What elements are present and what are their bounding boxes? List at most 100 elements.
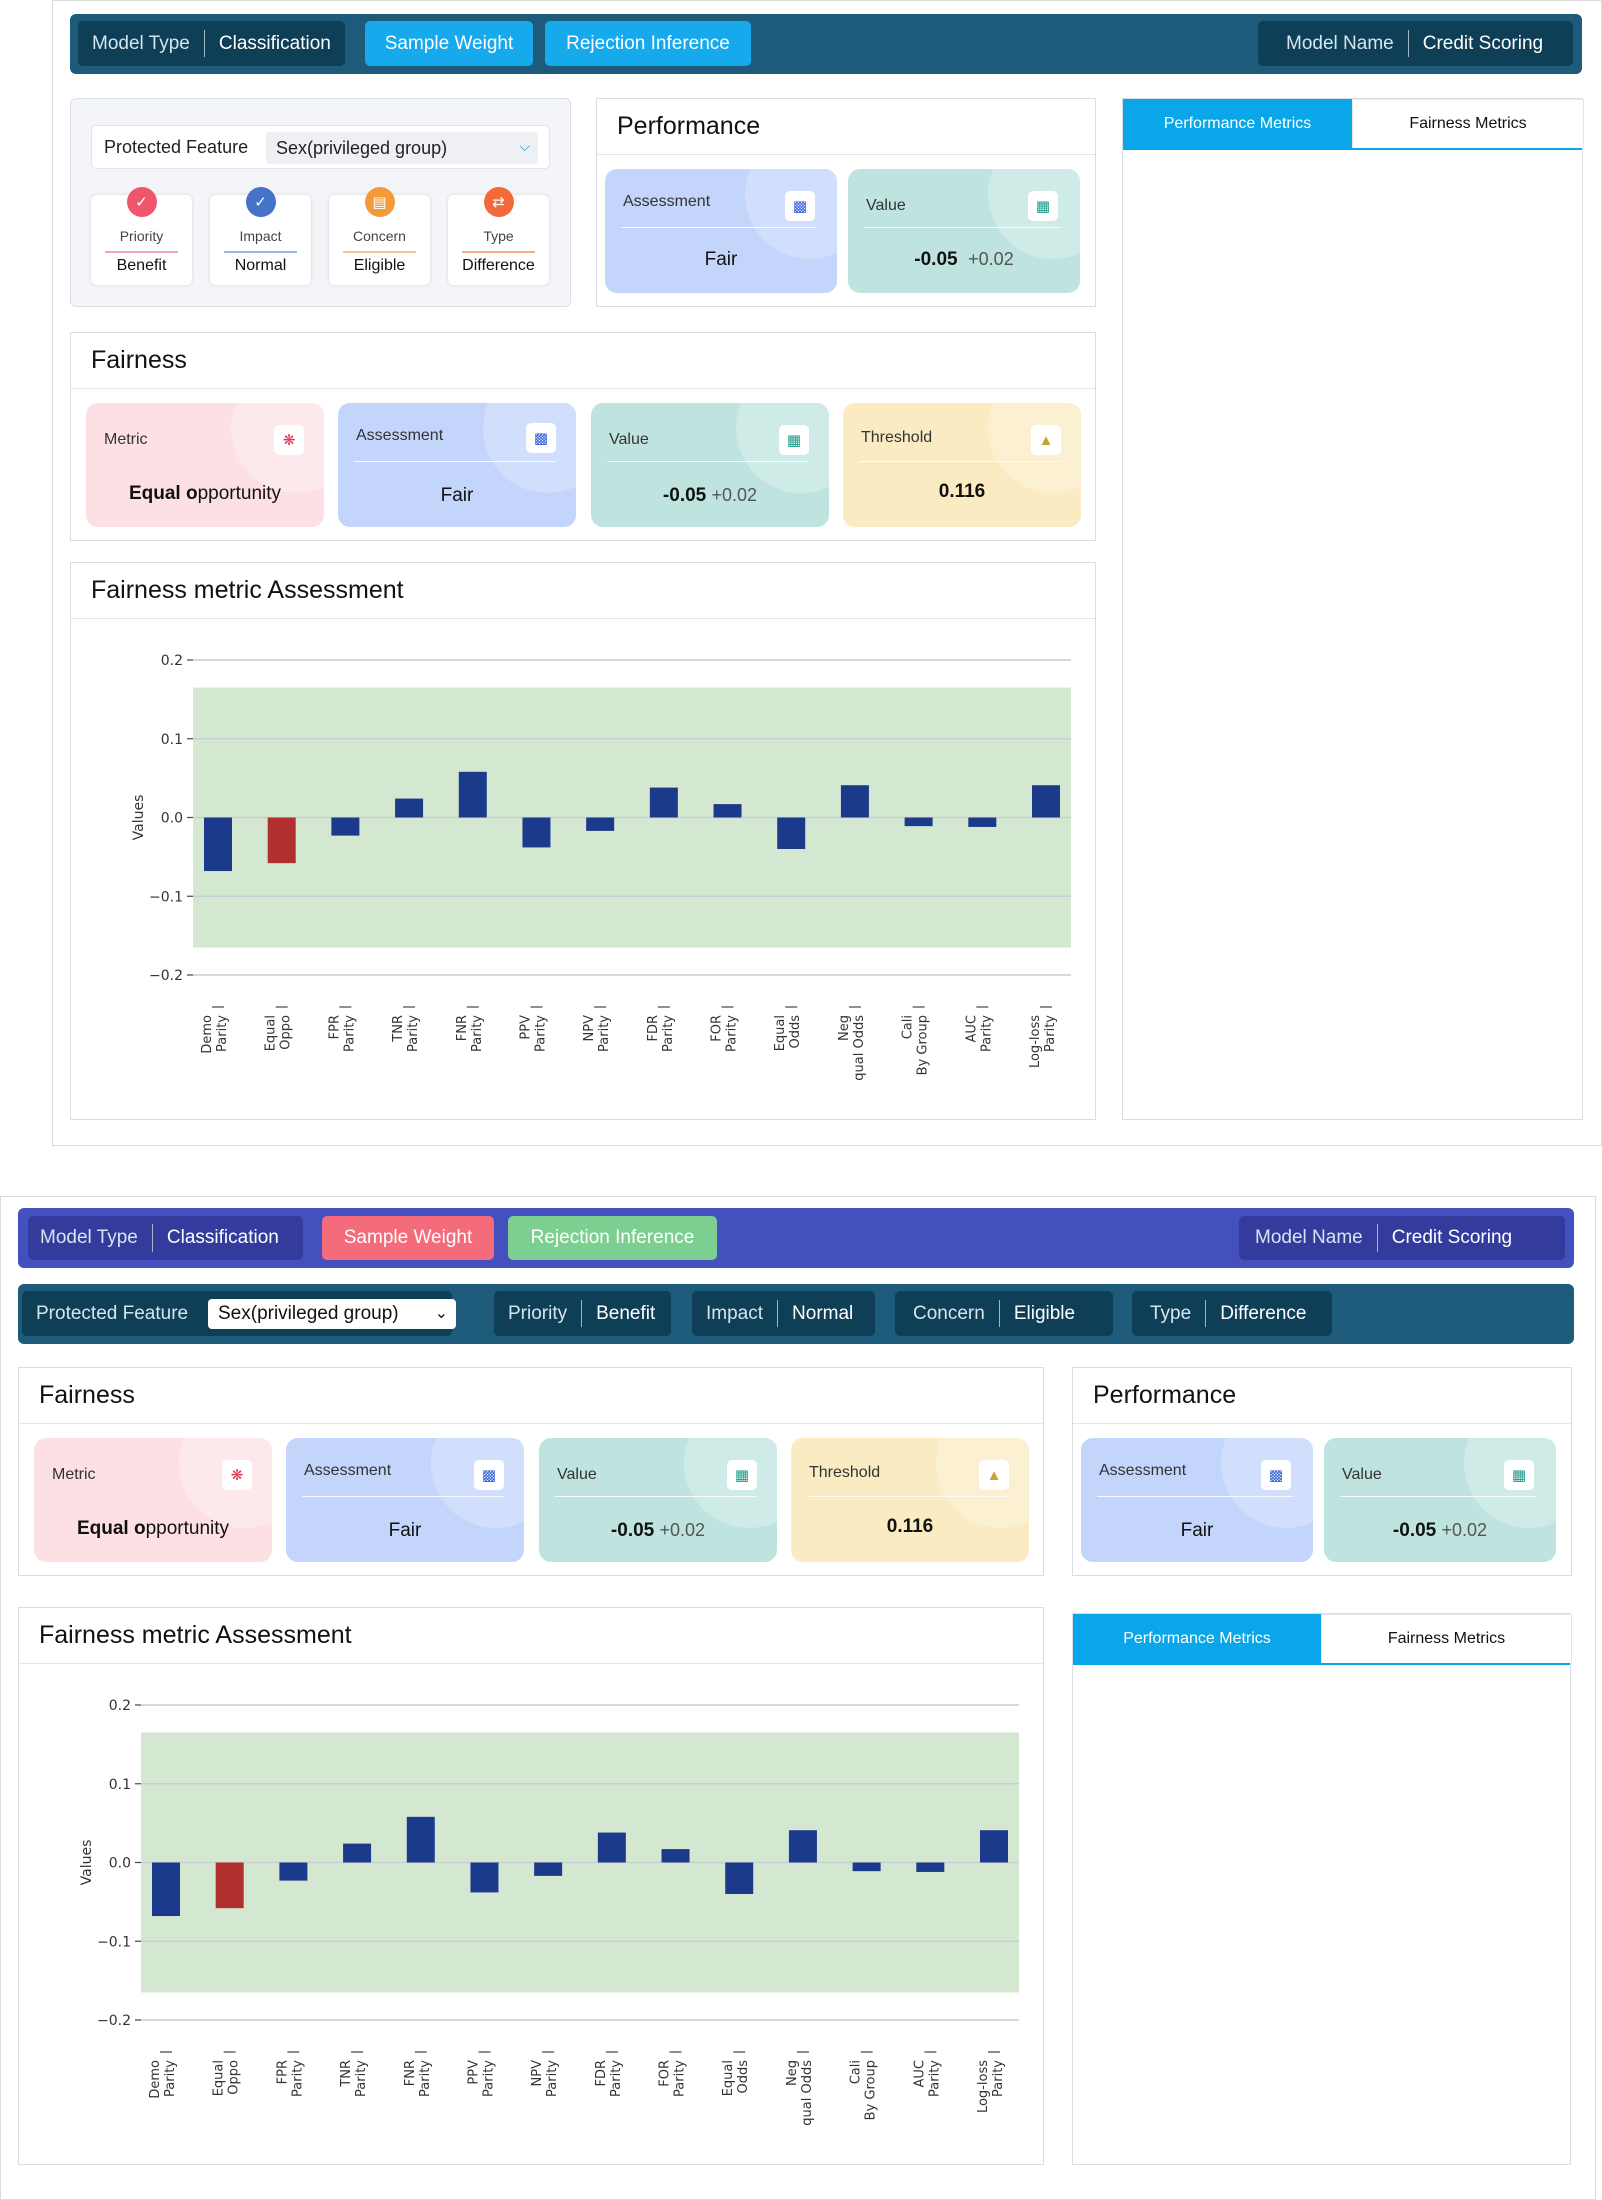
tab-performance-metrics[interactable]: Performance Metrics (1073, 1614, 1321, 1664)
model-name-chip[interactable]: Model Name Credit Scoring (1258, 21, 1574, 66)
divider (1340, 1496, 1536, 1497)
bar (1032, 785, 1060, 818)
bar (152, 1862, 180, 1917)
x-tick-label: Neg (837, 1015, 852, 1041)
x-tick-label: Odds (736, 2060, 751, 2094)
performance-title: Performance (1073, 1368, 1571, 1424)
metric-value-rest: pportunity (197, 483, 282, 504)
y-tick-label: 0.0 (109, 1856, 131, 1872)
bar (713, 804, 742, 818)
y-tick-label: −0.1 (149, 889, 183, 905)
x-tick-label: TNR (391, 1015, 406, 1043)
bar (788, 1830, 817, 1863)
assessment-value: Fair (388, 1520, 422, 1541)
impact-value: Normal (792, 1302, 854, 1324)
x-tick-label: Parity (290, 2060, 305, 2097)
bar (904, 817, 933, 827)
concern-chip: Concern Eligible (895, 1291, 1113, 1336)
protected-feature-select[interactable]: Sex(privileged group) ⌄ (208, 1299, 456, 1329)
tab-fairness-metrics[interactable]: Fairness Metrics (1321, 1614, 1572, 1664)
bar (267, 817, 296, 864)
bar (852, 1862, 881, 1872)
divider (1376, 1224, 1378, 1252)
x-tick-label: PPV (466, 2060, 481, 2085)
bar (980, 1830, 1008, 1863)
value-main: -0.05 (1392, 1520, 1437, 1541)
assessment-value: Fair (440, 485, 474, 506)
threshold-value: 0.116 (843, 481, 1081, 503)
divider (302, 1496, 504, 1497)
metric-value: Equal opportunity (34, 1518, 272, 1540)
model-type-chip[interactable]: Model Type Classification (28, 1216, 303, 1260)
x-tick-label: Parity (354, 2060, 369, 2097)
model-type-chip[interactable]: Model Type Classification (78, 21, 345, 66)
performance-title: Performance (597, 99, 1095, 155)
y-tick-label: 0.2 (109, 1698, 131, 1714)
x-tick-label: Parity (545, 2060, 560, 2097)
model-name-value: Credit Scoring (1391, 1227, 1513, 1248)
value-delta: +0.02 (968, 249, 1014, 269)
tab-performance-metrics[interactable]: Performance Metrics (1123, 99, 1352, 149)
trend-icon: ▲ (979, 1460, 1009, 1490)
divider (462, 251, 535, 253)
divider (1123, 148, 1582, 150)
sample-weight-button[interactable]: Sample Weight (322, 1216, 494, 1260)
swap-icon: ⇄ (483, 187, 514, 217)
model-name-chip[interactable]: Model Name Credit Scoring (1239, 1216, 1565, 1260)
protected-feature-row: Protected Feature Sex(privileged group) … (91, 125, 550, 169)
performance-panel: Performance Assessment ▩ Fair Value ▦ -0… (1072, 1367, 1572, 1576)
divider (203, 29, 205, 58)
metric-value: Equal opportunity (86, 483, 324, 505)
metric-value-bold: Equal o (128, 483, 198, 504)
bar (470, 1862, 499, 1893)
metric-icon: ▦ (1504, 1460, 1534, 1490)
fairness-value-card: Value ▦ -0.05 +0.02 (539, 1438, 777, 1562)
check-icon: ✓ (126, 187, 157, 217)
assessment-label: Assessment (356, 427, 444, 444)
tab-fairness-metrics[interactable]: Fairness Metrics (1352, 99, 1584, 149)
metric-value-bold: Equal o (76, 1518, 146, 1539)
fairness-metric-card: Metric ❋ Equal opportunity (34, 1438, 272, 1562)
concern-card: ▤ Concern Eligible (329, 187, 430, 285)
x-tick-label: Equal (721, 2060, 736, 2096)
assessment-label: Assessment (304, 1462, 392, 1479)
divider (777, 1299, 779, 1328)
chevron-down-icon: ⌵ (519, 138, 530, 154)
x-tick-label: Cali (901, 1015, 916, 1039)
x-tick-label: Equal (264, 1015, 279, 1051)
model-name-label: Model Name (1255, 1227, 1363, 1248)
y-tick-label: −0.1 (97, 1934, 131, 1950)
bar (458, 771, 487, 818)
bar (597, 1832, 626, 1863)
check-icon: ✓ (245, 187, 276, 217)
y-tick-label: 0.0 (161, 811, 183, 827)
rejection-inference-button[interactable]: Rejection Inference (545, 21, 751, 66)
trend-icon: ▲ (1031, 425, 1061, 455)
y-axis-label: Values (79, 1840, 95, 1886)
fairness-assessment-card: Assessment ▩ Fair (286, 1438, 524, 1562)
protected-feature-select[interactable]: Sex(privileged group) ⌵ (266, 132, 538, 164)
priority-value: Benefit (596, 1302, 656, 1324)
x-tick-label: FOR (710, 1015, 725, 1042)
x-tick-label: TNR (339, 2060, 354, 2088)
bar (777, 817, 806, 849)
x-tick-label: Cali (849, 2060, 864, 2084)
protected-feature-panel: Protected Feature Sex(privileged group) … (70, 98, 571, 307)
metric-icon: ❋ (274, 425, 304, 455)
value-main: -0.05 (662, 485, 707, 506)
divider (1407, 29, 1409, 58)
x-tick-label: Parity (470, 1015, 485, 1052)
divider (354, 461, 556, 462)
x-tick-label: Equal (773, 1015, 788, 1051)
x-tick-label: Parity (609, 2060, 624, 2097)
y-tick-label: 0.1 (109, 1777, 131, 1793)
sample-weight-button[interactable]: Sample Weight (365, 21, 533, 66)
metrics-tab-panel: Performance Metrics Fairness Metrics (1072, 1613, 1572, 2165)
rejection-inference-button[interactable]: Rejection Inference (508, 1216, 717, 1260)
model-name-label: Model Name (1286, 32, 1394, 54)
priority-card: ✓ Priority Benefit (91, 187, 192, 285)
x-tick-label: Oppo (227, 2060, 242, 2095)
divider (607, 461, 809, 462)
fairness-threshold-card: Threshold ▲ 0.116 (843, 403, 1081, 527)
x-tick-label: NPV (530, 2060, 545, 2087)
